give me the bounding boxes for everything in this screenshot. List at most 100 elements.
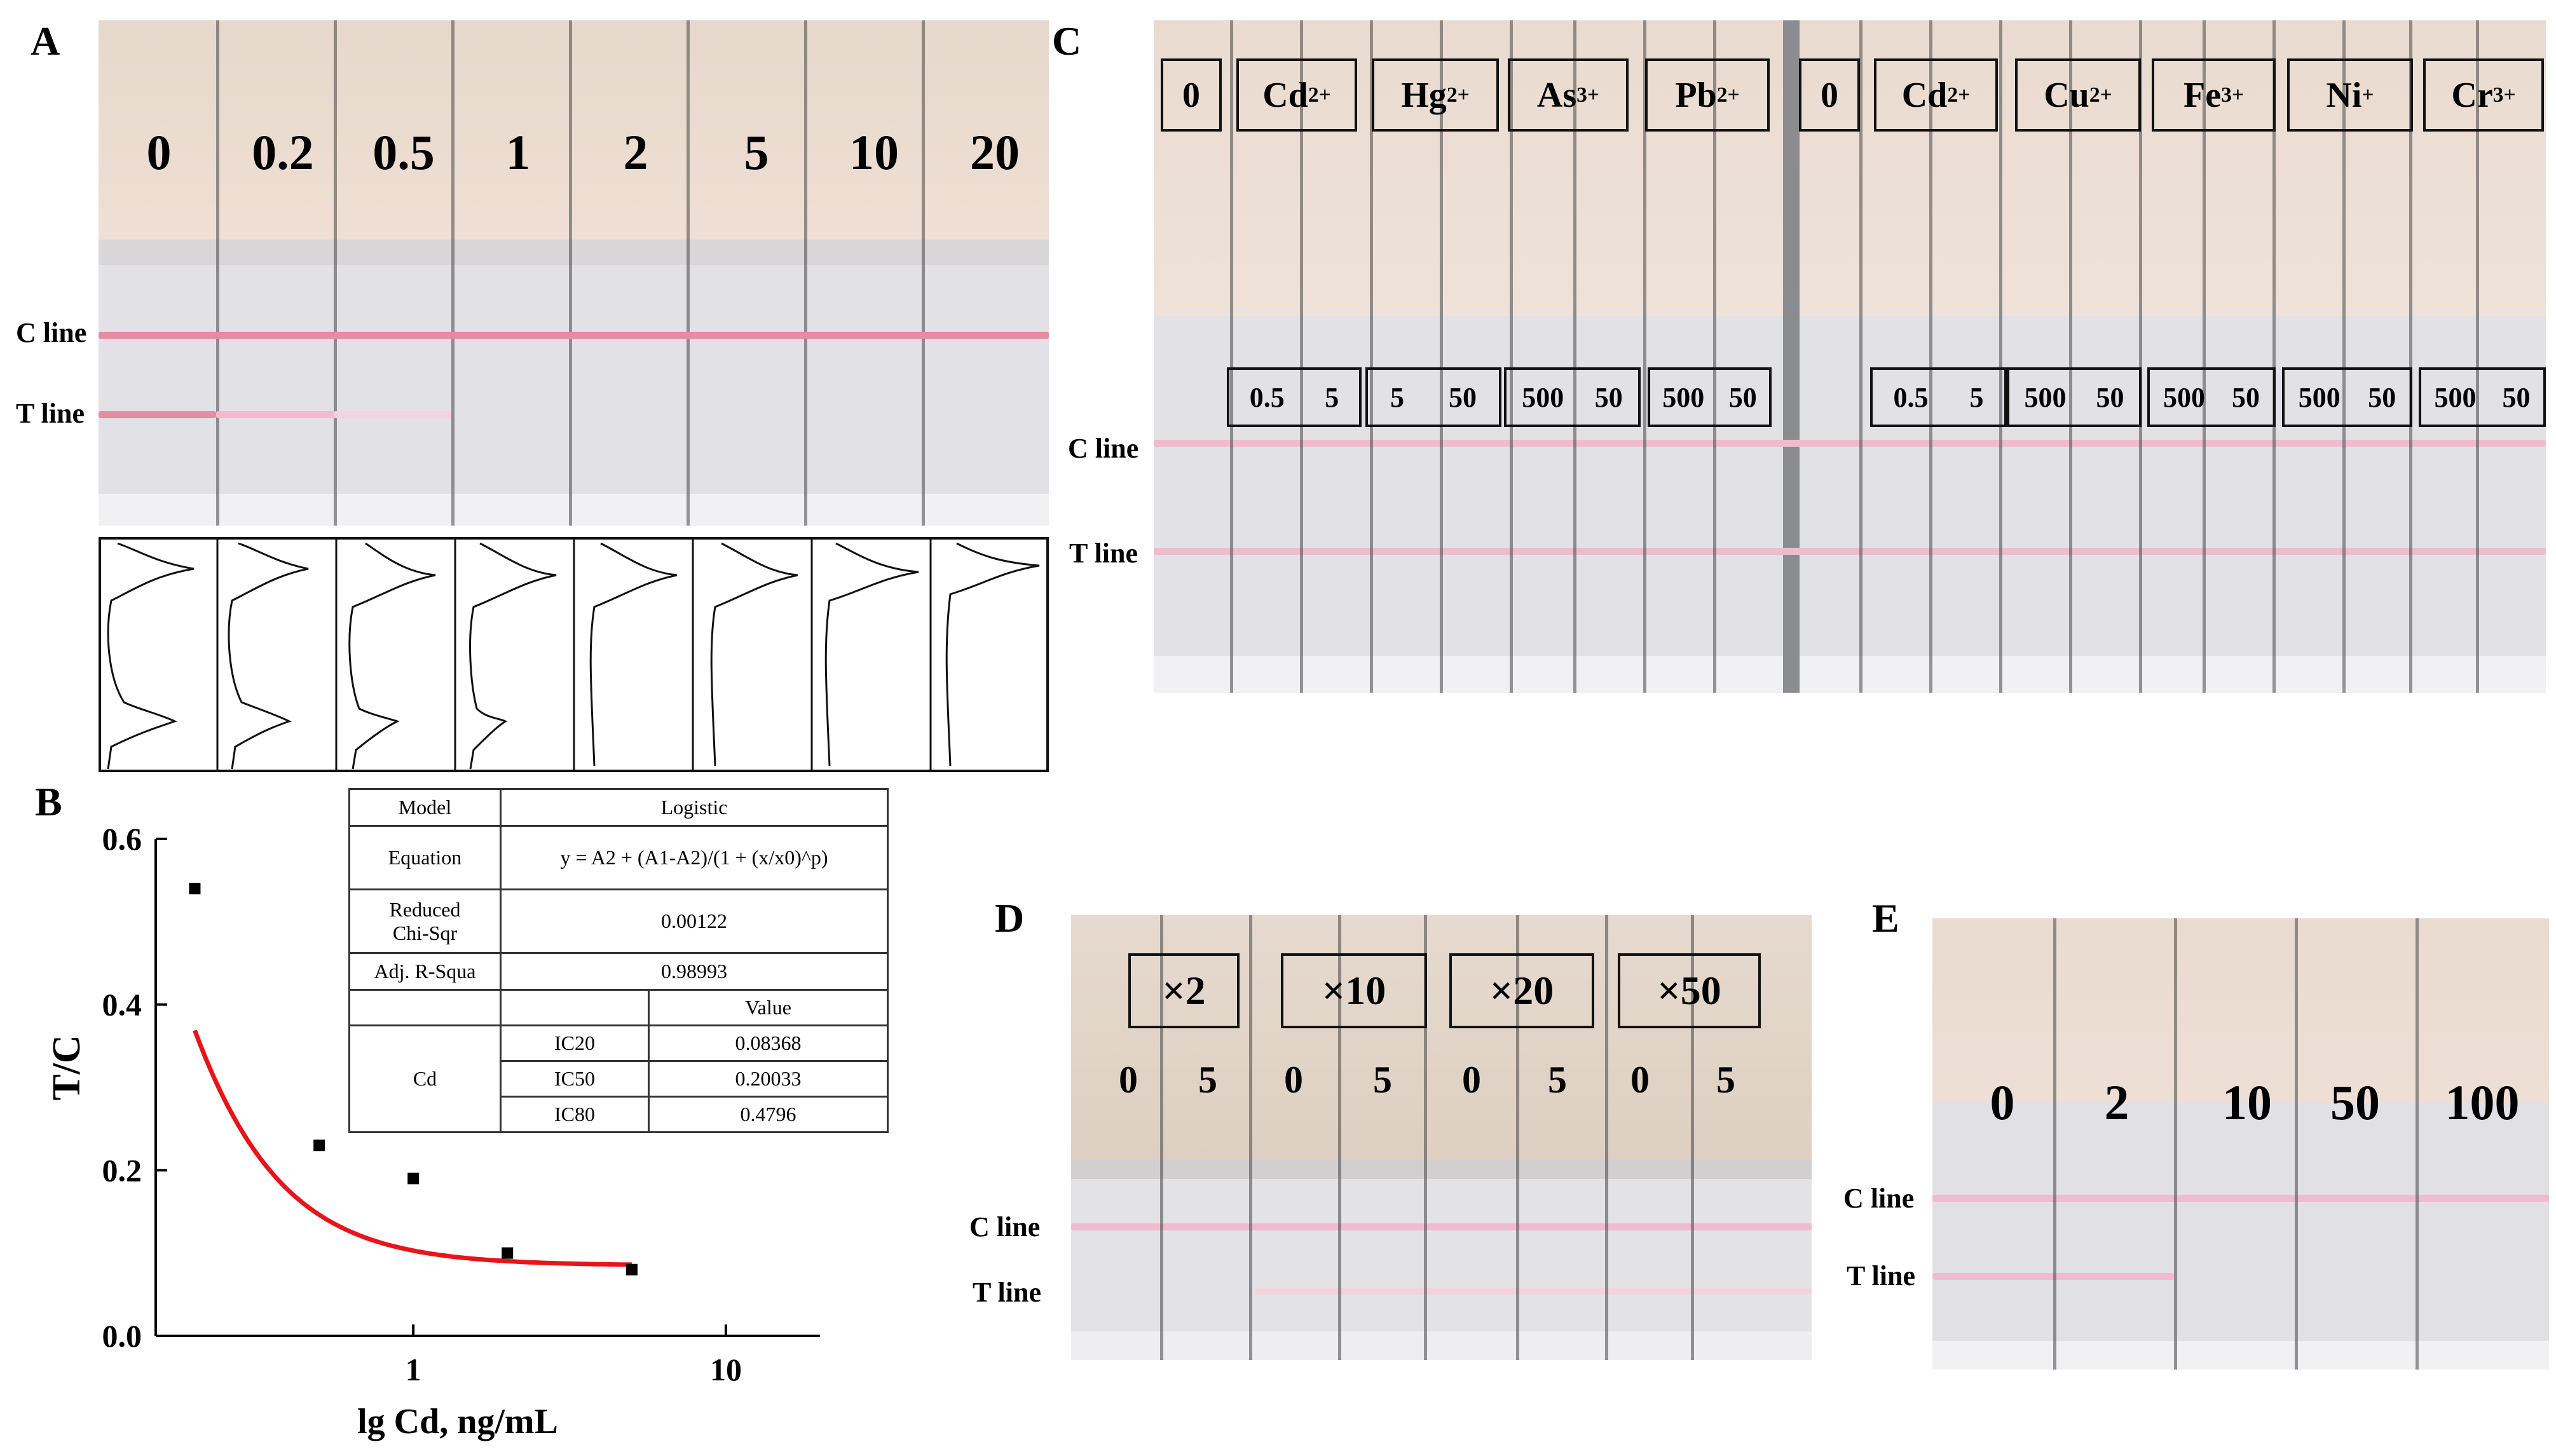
conc-box: 500 50: [2147, 367, 2276, 427]
conc-box: 0.5 5: [1870, 367, 2007, 427]
y-axis-label: T/C: [45, 1035, 88, 1100]
panel-d-strip-photo: [1071, 915, 1812, 1360]
panel-a-conc-6: 10: [849, 125, 899, 180]
ion-label: As: [1536, 75, 1577, 115]
ion-box: Pb 2+: [1645, 58, 1770, 132]
ion-box: Hg 2+: [1372, 58, 1499, 132]
panel-c-c-line-label: C line: [1068, 433, 1139, 464]
panel-label-a: A: [31, 18, 60, 64]
panel-a-conc-2: 0.5: [372, 125, 435, 180]
conc-label: 0.5: [1893, 381, 1929, 413]
dilution-label: ×10: [1322, 968, 1386, 1013]
panel-label-c: C: [1052, 18, 1082, 64]
chi-value: 0.00122: [500, 888, 889, 954]
y-tick-label: 0.6: [102, 821, 142, 857]
t-line-band: [99, 411, 216, 418]
ion-label: Cr: [2451, 75, 2493, 115]
ion-label: Cd: [1262, 75, 1308, 115]
t-line-band: [216, 411, 334, 418]
model-label: Model: [348, 788, 502, 827]
panel-a-strip-photo: [99, 20, 1049, 526]
t-line-band: [1255, 1288, 1812, 1295]
chi-label-line-2: Chi-Sqr: [392, 921, 458, 944]
model-value: Logistic: [500, 788, 889, 827]
conc-label: 50: [2232, 381, 2260, 413]
ion-box: 0: [1799, 58, 1860, 132]
panel-e-conc: 10: [2222, 1075, 2272, 1130]
conc-label: 5: [1969, 381, 1984, 413]
panel-label-d: D: [995, 895, 1025, 941]
ion-box: Cu 2+: [2015, 58, 2141, 132]
t-line-band: [1154, 548, 2546, 555]
data-point: [502, 1247, 514, 1259]
panel-e-conc: 0: [1990, 1075, 2015, 1130]
sample-label: 0: [1462, 1059, 1481, 1101]
ion-label: Pb: [1675, 75, 1717, 115]
conc-label: 500: [1522, 381, 1564, 413]
t-line-band: [334, 411, 451, 418]
ion-charge: 2+: [1308, 83, 1331, 107]
c-line-band: [1932, 1195, 2549, 1202]
y-tick-label: 0.4: [102, 987, 142, 1023]
conc-label: 0.5: [1249, 381, 1285, 413]
param-name: IC80: [500, 1096, 650, 1133]
x-axis-label: lg Cd, ng/mL: [357, 1402, 558, 1441]
dilution-box: ×10: [1281, 953, 1427, 1028]
ion-charge: 3+: [2492, 83, 2516, 107]
sample-label: 5: [1548, 1059, 1567, 1101]
data-point: [189, 883, 201, 895]
ion-charge: 2+: [1446, 83, 1470, 107]
c-line-band: [1154, 440, 2546, 447]
ion-label: Ni: [2326, 75, 2362, 115]
axis-ticks: 0.0 0.2 0.4 0.6 1 10: [102, 821, 742, 1387]
data-point: [625, 1263, 638, 1276]
fit-line: [193, 1029, 632, 1267]
panel-e-strip-photo: [1932, 918, 2549, 1370]
empty-cell: [348, 989, 502, 1026]
panel-c-t-line-label: T line: [1069, 538, 1138, 569]
fit-parameters-table: Model Logistic Equation y = A2 + (A1-A2)…: [348, 788, 889, 1133]
data-point: [313, 1140, 325, 1152]
ion-label: 0: [1182, 75, 1200, 115]
conc-label: 500: [2024, 381, 2067, 413]
ion-label: 0: [1821, 75, 1838, 115]
conc-label: 50: [1594, 381, 1623, 413]
conc-label: 50: [2096, 381, 2124, 413]
ion-charge: 2+: [1947, 83, 1971, 107]
ion-box: Cd 2+: [1236, 58, 1357, 132]
panel-a-conc-4: 2: [623, 125, 648, 180]
sample-label: 5: [1198, 1059, 1217, 1101]
fit-curve: [193, 1029, 632, 1267]
panel-e-conc: 2: [2104, 1075, 2129, 1130]
panel-a-conc-7: 20: [970, 125, 1020, 180]
data-points: [189, 883, 638, 1276]
panel-label-e: E: [1872, 895, 1899, 941]
conc-label: 50: [1728, 381, 1757, 413]
sample-label: 0: [1284, 1059, 1303, 1101]
ion-charge: 3+: [2221, 83, 2244, 107]
dilution-box: ×20: [1449, 953, 1594, 1028]
panel-a-conc-3: 1: [505, 125, 531, 180]
r2-label: Adj. R-Squa: [348, 952, 502, 991]
conc-label: 500: [2163, 381, 2205, 413]
empty-cell: [500, 989, 650, 1026]
conc-label: 5: [1390, 381, 1404, 413]
value-header: Value: [648, 989, 889, 1026]
r2-value: 0.98993: [500, 952, 889, 991]
conc-label: 500: [1662, 381, 1705, 413]
panel-a-scan-traces: [99, 537, 1049, 772]
sample-label: 0: [1119, 1059, 1138, 1101]
conc-box: 500 50: [1648, 367, 1772, 427]
conc-box: 500 50: [2007, 367, 2142, 427]
param-value: 0.4796: [648, 1096, 889, 1133]
panel-a-conc-5: 5: [744, 125, 769, 180]
x-tick-label: 1: [406, 1352, 421, 1387]
panel-label-b: B: [35, 779, 62, 824]
conc-label: 500: [2434, 381, 2477, 413]
param-name: IC20: [500, 1024, 650, 1062]
panel-a-c-line-label: C line: [16, 317, 87, 348]
conc-box: 0.5 5: [1227, 367, 1362, 427]
x-tick-label: 10: [710, 1352, 742, 1387]
dilution-label: ×50: [1657, 968, 1721, 1013]
conc-label: 50: [1449, 381, 1477, 413]
